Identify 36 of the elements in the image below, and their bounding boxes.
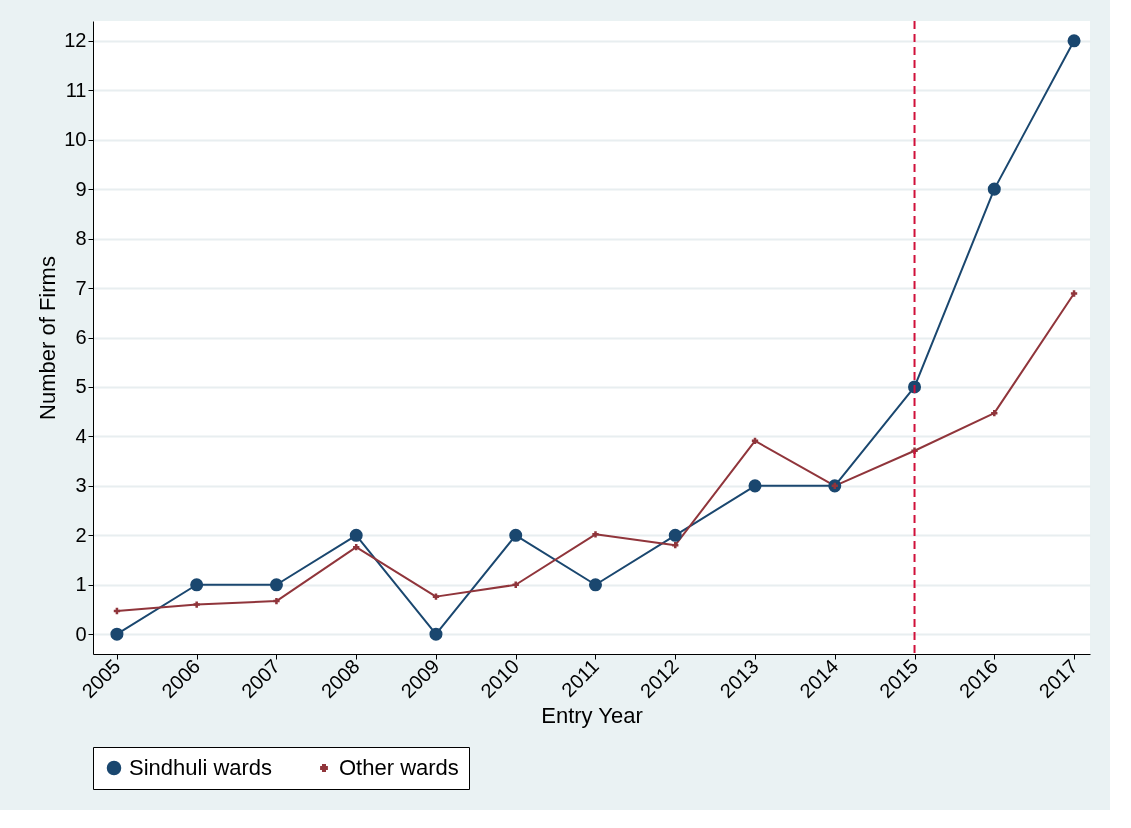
legend-label: Other wards [339, 755, 459, 780]
legend-label: Sindhuli wards [129, 755, 273, 780]
y-axis-title: Number of Firms [35, 256, 61, 420]
point [672, 542, 679, 549]
y-tick-label: 10 [64, 128, 87, 151]
point [349, 528, 363, 542]
y-tick-label: 0 [75, 622, 87, 645]
y-tick-label: 2 [75, 523, 87, 546]
point [512, 581, 519, 588]
y-tick-label: 9 [75, 177, 87, 200]
y-tick-label: 11 [65, 78, 87, 101]
x-axis-title: Entry Year [541, 703, 643, 729]
point [190, 578, 204, 592]
point [748, 479, 762, 493]
point [668, 528, 682, 542]
point [588, 578, 603, 592]
y-tick-label: 12 [64, 29, 87, 52]
point [193, 601, 200, 608]
point [429, 627, 443, 641]
y-tick-label: 6 [75, 326, 87, 348]
y-tick-label: 3 [75, 474, 87, 497]
point [987, 182, 1001, 196]
y-tick-label: 8 [75, 227, 87, 250]
point [110, 627, 124, 641]
point [592, 531, 599, 538]
y-tick-label: 1 [75, 573, 87, 596]
point [269, 578, 283, 592]
point [1067, 34, 1081, 48]
point [273, 597, 280, 605]
y-tick-label: 7 [75, 276, 87, 299]
y-tick-label: 4 [75, 424, 87, 447]
point [432, 593, 440, 600]
point [509, 528, 523, 542]
point [991, 410, 998, 417]
y-tick-label: 5 [75, 375, 87, 398]
point [1070, 290, 1078, 297]
